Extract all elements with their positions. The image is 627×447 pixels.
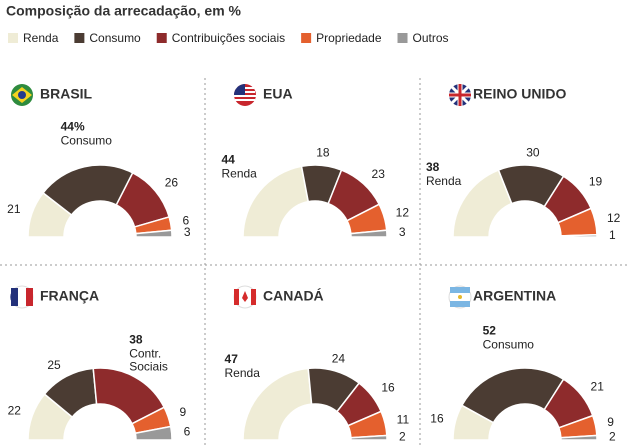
value-label: 24 — [332, 352, 346, 366]
value-label: 2 — [399, 430, 406, 444]
value-label: 1 — [609, 228, 616, 242]
highlight-value: 47 — [225, 352, 239, 366]
highlight-value: 38 — [129, 332, 143, 346]
legend-swatch — [8, 33, 18, 43]
legend-swatch — [74, 33, 85, 43]
segment — [460, 367, 565, 424]
chart-title: FRANÇA — [40, 288, 99, 304]
value-label: 6 — [183, 213, 190, 227]
value-label: 16 — [381, 381, 395, 395]
segment — [560, 233, 598, 238]
legend-swatch — [156, 33, 167, 43]
highlight-value: 44% — [61, 120, 85, 134]
legend-label: Propriedade — [316, 31, 382, 45]
value-label: 9 — [607, 415, 614, 429]
value-label: 16 — [430, 411, 444, 425]
highlight-label: Renda — [221, 167, 257, 181]
value-label: 6 — [184, 424, 191, 438]
value-label: 25 — [47, 358, 61, 372]
segment — [134, 425, 173, 441]
highlight-label: Sociais — [129, 359, 168, 373]
value-label: 21 — [7, 202, 21, 216]
value-label: 12 — [607, 211, 621, 225]
value-label: 30 — [526, 146, 540, 160]
segment — [42, 164, 134, 216]
highlight-value: 52 — [483, 323, 497, 337]
highlight-value: 38 — [426, 160, 440, 174]
highlight-label: Consumo — [61, 134, 113, 148]
value-label: 12 — [396, 206, 410, 220]
value-label: 3 — [184, 225, 191, 239]
highlight-label: Renda — [225, 366, 261, 380]
chart-title: ARGENTINA — [473, 288, 556, 304]
highlight-label: Contr. — [129, 346, 161, 360]
legend-swatch — [301, 33, 312, 43]
segment — [242, 165, 310, 238]
chart-title: REINO UNIDO — [473, 86, 566, 102]
value-label: 2 — [609, 430, 616, 444]
value-label: 3 — [399, 225, 406, 239]
legend-label: Consumo — [89, 31, 141, 45]
value-label: 23 — [372, 167, 386, 181]
chart-title: EUA — [263, 86, 293, 102]
segment — [560, 434, 598, 441]
legend-label: Renda — [23, 31, 59, 45]
segment — [135, 229, 173, 238]
legend-label: Contribuições sociais — [172, 31, 285, 45]
value-label: 22 — [8, 404, 22, 418]
segment — [350, 229, 388, 238]
value-label: 19 — [589, 175, 603, 189]
legend-label: Outros — [413, 31, 449, 45]
page-title: Composição da arrecadação, em % — [6, 3, 242, 19]
highlight-label: Renda — [426, 174, 462, 188]
chart-title: BRASIL — [40, 86, 93, 102]
value-label: 9 — [179, 405, 186, 419]
highlight-value: 44 — [221, 153, 235, 167]
chart-title: CANADÁ — [263, 288, 324, 304]
segment — [350, 434, 388, 441]
segment — [242, 367, 313, 441]
highlight-label: Consumo — [483, 337, 535, 351]
value-label: 26 — [165, 176, 179, 190]
value-label: 18 — [316, 146, 330, 160]
value-label: 21 — [591, 380, 605, 394]
flag — [10, 84, 472, 309]
value-label: 11 — [397, 413, 410, 427]
legend-swatch — [397, 33, 408, 43]
